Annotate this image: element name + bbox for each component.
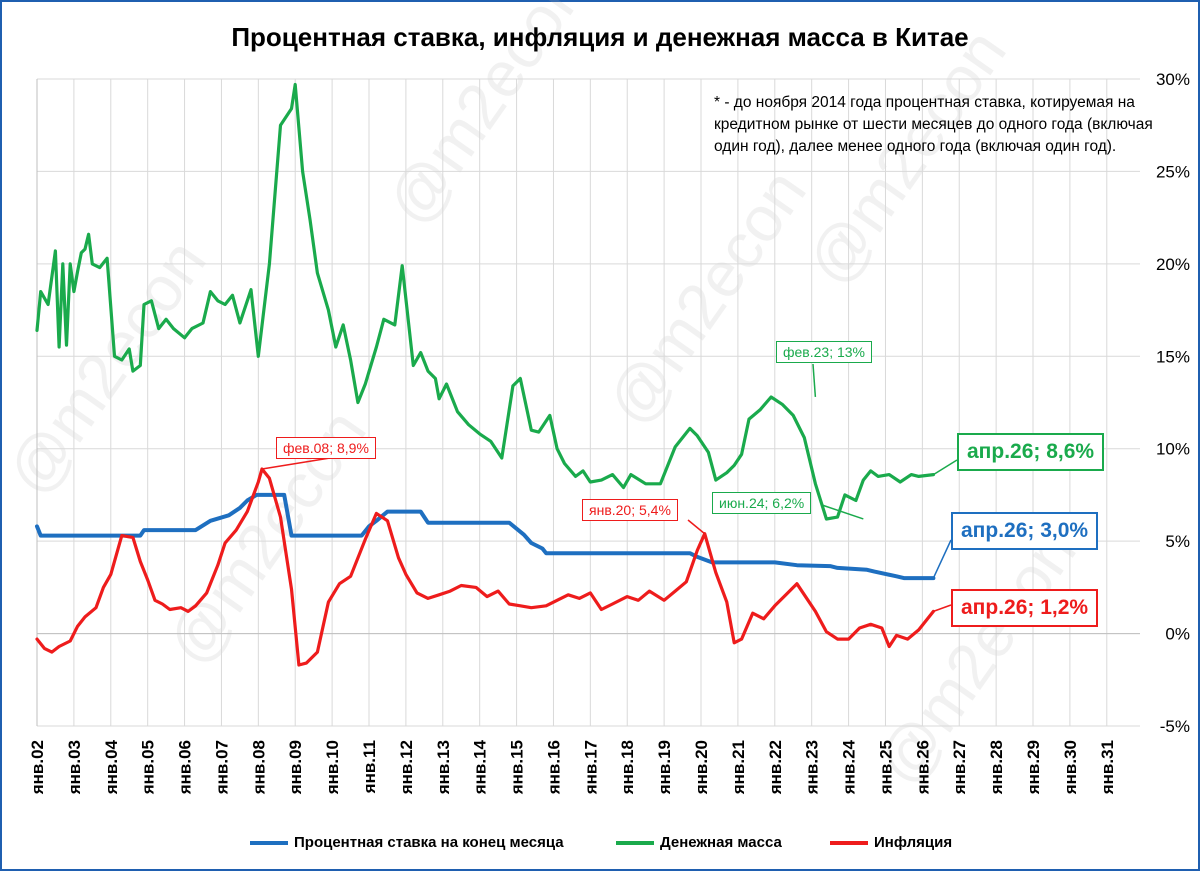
callout-leader-line (821, 504, 864, 520)
y-tick-label: 25% (1156, 162, 1190, 181)
x-tick-label: янв.06 (176, 740, 195, 795)
y-tick-label: -5% (1160, 717, 1190, 736)
x-tick-label: янв.28 (987, 740, 1006, 795)
x-tick-label: янв.15 (508, 740, 527, 795)
series-inflation (35, 467, 935, 667)
x-tick-label: янв.04 (102, 739, 121, 795)
y-tick-label: 10% (1156, 440, 1190, 459)
x-tick-label: янв.21 (729, 740, 748, 795)
chart-note: * - до ноября 2014 года процентная ставк… (714, 94, 1153, 155)
x-tick-label: янв.30 (1061, 740, 1080, 795)
legend-label-money: Денежная масса (660, 834, 782, 851)
x-tick-label: янв.29 (1024, 740, 1043, 795)
x-tick-label: янв.25 (876, 740, 895, 795)
x-tick-label: янв.23 (803, 740, 822, 795)
legend-label-inflation: Инфляция (874, 834, 953, 851)
x-tick-label: янв.12 (397, 740, 416, 795)
y-tick-label: 30% (1156, 70, 1190, 89)
legend-item-money: Денежная масса (616, 834, 782, 851)
callout-leader-line (933, 459, 958, 476)
legend-item-inflation: Инфляция (830, 834, 952, 851)
x-tick-label: янв.11 (360, 740, 379, 794)
callout-leader-line (932, 539, 952, 579)
series-money (35, 82, 935, 521)
x-tick-label: янв.14 (471, 739, 490, 795)
callout-leader-line (687, 519, 706, 535)
x-tick-label: янв.20 (692, 740, 711, 795)
x-tick-label: янв.18 (618, 740, 637, 795)
legend-item-rate: Процентная ставка на конец месяца (250, 834, 564, 851)
x-tick-label: янв.08 (249, 740, 268, 795)
legend-swatch-money (616, 840, 654, 845)
x-tick-label: янв.05 (139, 740, 158, 795)
legend-swatch-inflation (830, 840, 868, 845)
x-tick-label: янв.24 (840, 739, 859, 795)
callout-leader-line (933, 604, 952, 613)
y-tick-label: 5% (1165, 532, 1190, 551)
x-tick-label: янв.19 (655, 740, 674, 795)
callout-money-jun24: июн.24; 6,2% (712, 492, 812, 514)
x-tick-label: янв.27 (950, 740, 969, 795)
y-tick-label: 20% (1156, 255, 1190, 274)
x-tick-label: янв.26 (913, 740, 932, 795)
x-tick-label: янв.31 (1098, 740, 1117, 795)
x-tick-label: янв.07 (212, 740, 231, 795)
x-tick-label: янв.16 (544, 740, 563, 795)
x-tick-label: янв.02 (28, 740, 47, 795)
y-tick-label: 15% (1156, 347, 1190, 366)
callout-inflation-last: апр.26; 1,2% (951, 589, 1099, 627)
chart-title: Процентная ставка, инфляция и денежная м… (231, 22, 969, 52)
x-tick-label: янв.17 (581, 740, 600, 795)
x-tick-label: янв.13 (434, 740, 453, 795)
callout-leader-line (261, 457, 331, 470)
x-tick-label: янв.22 (766, 740, 785, 795)
y-tick-label: 0% (1165, 625, 1190, 644)
callout-rate-last: апр.26; 3,0% (951, 512, 1099, 550)
legend-label-rate: Процентная ставка на конец месяца (294, 834, 564, 851)
callout-inflation-2008: фев.08; 8,9% (276, 437, 376, 459)
x-tick-label: янв.10 (323, 740, 342, 795)
legend-swatch-rate (250, 840, 288, 845)
x-tick-label: янв.09 (286, 740, 305, 795)
x-tick-label: янв.03 (65, 740, 84, 795)
callout-money-feb23: фев.23; 13% (776, 341, 873, 363)
legend: Процентная ставка на конец месяца Денежн… (0, 834, 1200, 856)
callout-leader-line (812, 363, 817, 398)
series-rate (35, 492, 936, 581)
callout-inflation-2020: янв.20; 5,4% (582, 499, 678, 521)
callout-money-last: апр.26; 8,6% (957, 433, 1105, 471)
